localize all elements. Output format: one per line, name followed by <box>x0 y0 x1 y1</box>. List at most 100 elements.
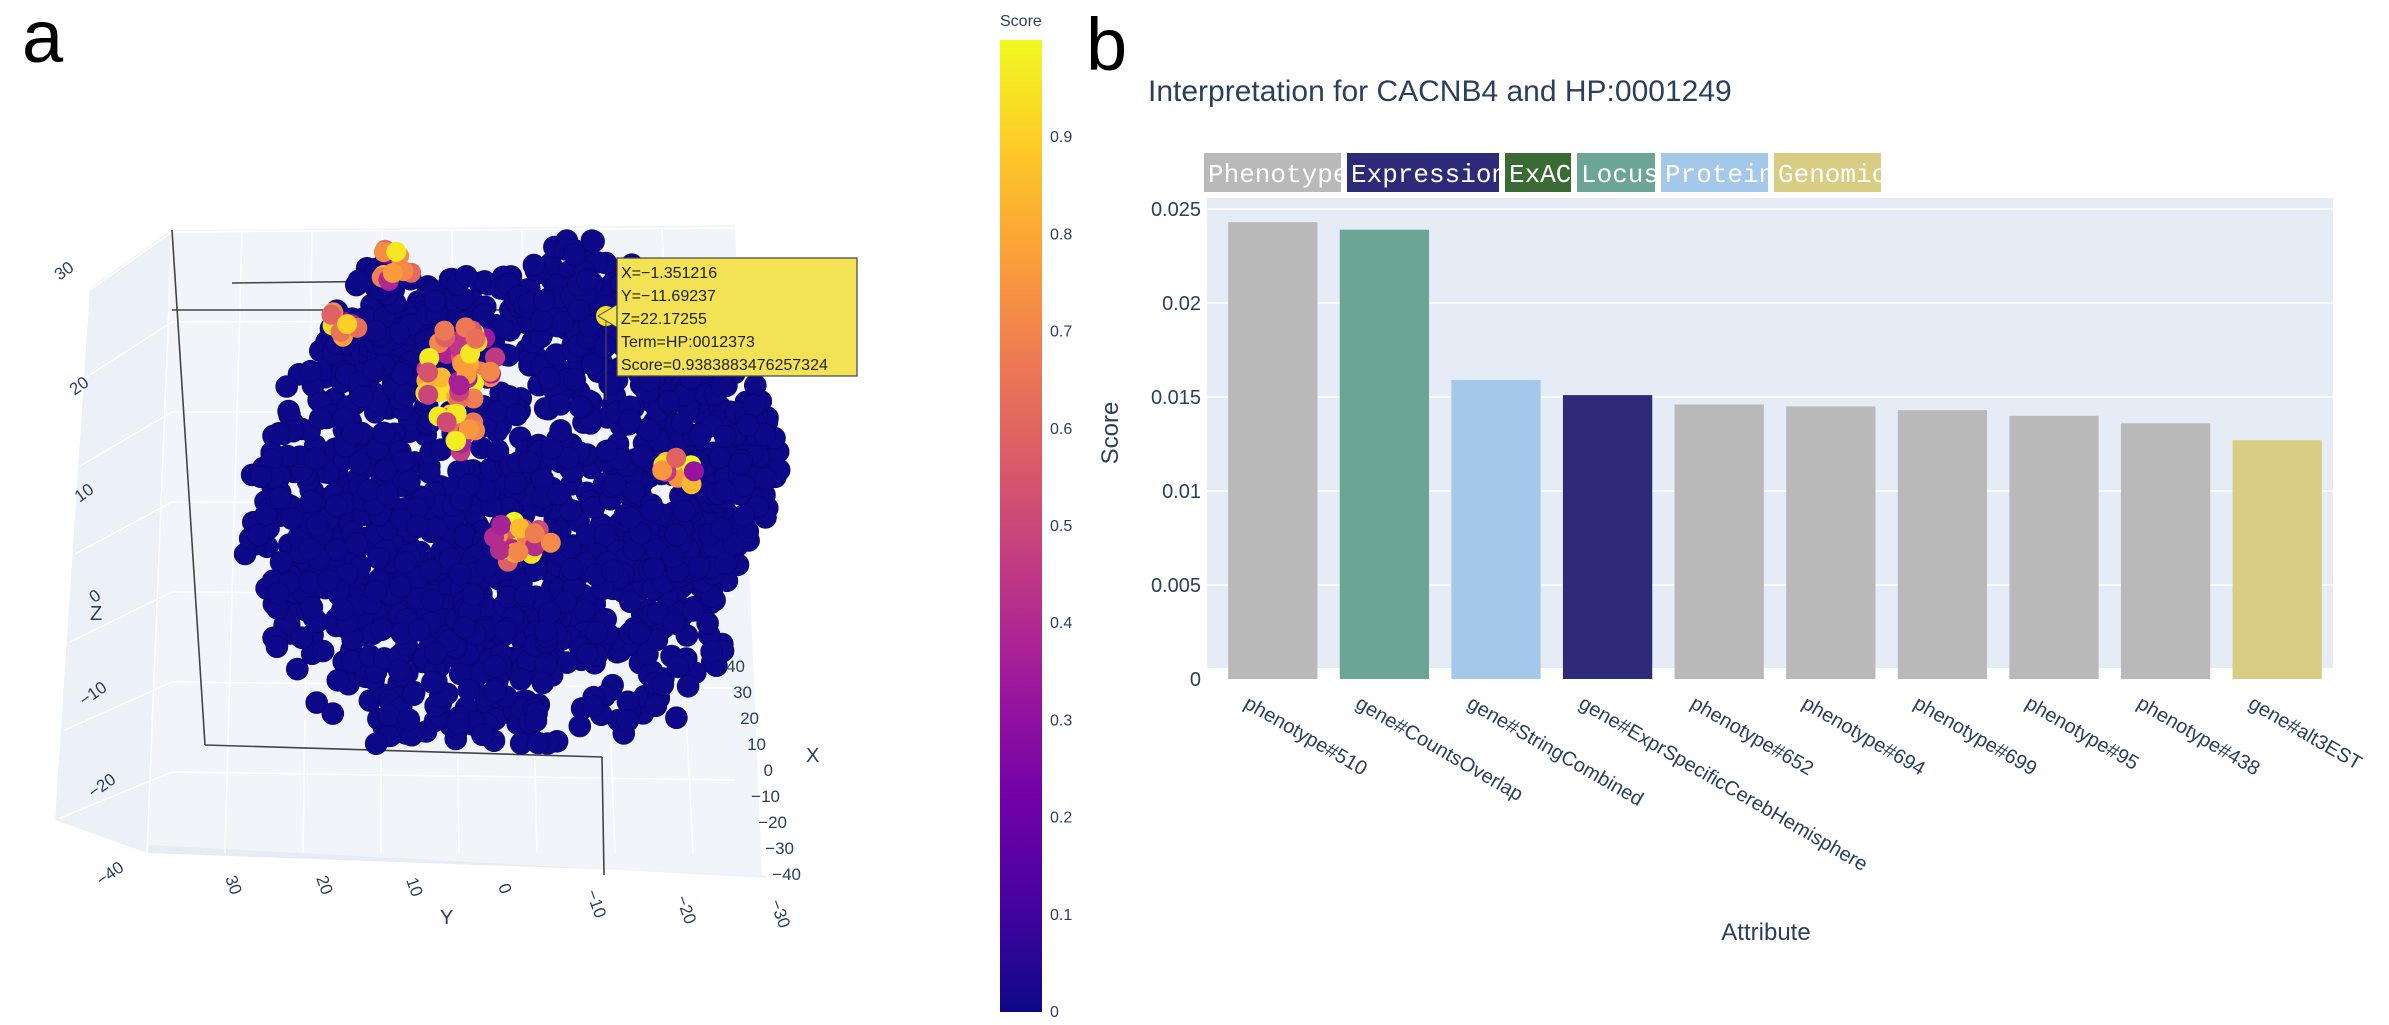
scatter-point[interactable] <box>311 639 335 663</box>
scatter-point[interactable] <box>576 268 599 292</box>
scatter-point[interactable] <box>331 598 354 621</box>
scatter-point[interactable] <box>372 421 396 445</box>
scatter-point[interactable] <box>568 714 592 738</box>
scatter-point[interactable] <box>578 314 601 338</box>
scatter-point[interactable] <box>665 706 688 730</box>
scatter-point[interactable] <box>666 655 690 679</box>
scatter-point[interactable] <box>471 723 494 747</box>
scatter-point[interactable] <box>275 375 299 398</box>
scatter-point[interactable] <box>714 552 738 575</box>
scatter-point[interactable] <box>361 358 385 382</box>
scatter-point[interactable] <box>547 482 570 506</box>
scatter-point[interactable] <box>513 584 537 607</box>
scatter-point[interactable] <box>742 394 766 417</box>
scatter-point-high-score[interactable] <box>490 540 510 560</box>
scatter-point[interactable] <box>471 303 495 327</box>
scatter-point[interactable] <box>595 439 619 463</box>
scatter-point[interactable] <box>696 611 719 635</box>
scatter-point[interactable] <box>493 619 517 643</box>
scatter-point[interactable] <box>673 499 696 523</box>
scatter-point-high-score[interactable] <box>491 515 512 535</box>
scatter-point[interactable] <box>345 531 368 555</box>
scatter-point[interactable] <box>461 583 485 607</box>
scatter-point[interactable] <box>710 517 734 541</box>
scatter-point[interactable] <box>603 472 627 496</box>
scatter-point-high-score[interactable] <box>480 361 501 382</box>
scatter-point[interactable] <box>534 619 557 643</box>
scatter-point[interactable] <box>732 504 755 527</box>
scatter-point[interactable] <box>601 559 624 583</box>
scatter-point[interactable] <box>662 611 686 635</box>
scatter-point[interactable] <box>483 654 507 678</box>
scatter-point[interactable] <box>317 568 341 592</box>
scatter-point[interactable] <box>254 503 278 526</box>
scatter-point[interactable] <box>640 499 664 522</box>
scatter-point[interactable] <box>448 562 472 586</box>
scatter-point[interactable] <box>367 546 390 570</box>
scatter-point[interactable] <box>563 243 587 266</box>
scatter-point[interactable] <box>324 494 348 518</box>
scatter-point[interactable] <box>375 482 399 506</box>
scatter-point[interactable] <box>651 673 675 696</box>
scatter-point[interactable] <box>266 581 290 605</box>
scatter-point-high-score[interactable] <box>436 412 457 433</box>
scatter-point[interactable] <box>644 694 668 718</box>
scatter-point[interactable] <box>598 372 622 396</box>
scatter-point-high-score[interactable] <box>540 532 561 553</box>
scatter-point[interactable] <box>347 269 371 293</box>
scatter-point[interactable] <box>300 595 324 619</box>
scatter-point[interactable] <box>504 471 527 495</box>
scatter-point[interactable] <box>299 359 322 383</box>
scatter-point-high-score[interactable] <box>418 384 439 405</box>
scatter-point-high-score[interactable] <box>652 460 673 481</box>
scatter-point[interactable] <box>483 679 507 703</box>
scatter-point-high-score[interactable] <box>458 419 479 440</box>
scatter-point[interactable] <box>364 579 388 603</box>
scatter-point[interactable] <box>408 618 431 642</box>
scatter-point-high-score[interactable] <box>508 541 529 562</box>
scatter-point[interactable] <box>554 590 578 614</box>
scatter-point[interactable] <box>305 513 329 537</box>
scatter-point[interactable] <box>423 289 447 313</box>
scatter-point[interactable] <box>676 674 700 698</box>
scatter-point[interactable] <box>398 469 421 493</box>
scatter-point[interactable] <box>419 558 442 582</box>
scatter-point[interactable] <box>453 616 477 639</box>
scatter-point-high-score[interactable] <box>321 304 342 325</box>
scatter-point[interactable] <box>305 691 329 714</box>
scatter-point[interactable] <box>616 709 640 732</box>
scatter-point[interactable] <box>247 523 270 547</box>
scatter-point[interactable] <box>622 480 646 504</box>
panel-a-3d-scatter[interactable]: 30 20 10 0 −10 −20 −40 30 20 10 0 −10 −20 −30 40 30 20… <box>51 225 858 930</box>
scatter-point[interactable] <box>582 230 605 253</box>
scatter-point-high-score[interactable] <box>337 314 358 335</box>
scatter-point-high-score[interactable] <box>446 431 466 451</box>
scatter-point[interactable] <box>754 467 778 490</box>
scatter-point[interactable] <box>285 657 309 681</box>
scatter-point[interactable] <box>576 642 599 666</box>
scatter-point[interactable] <box>304 447 327 470</box>
scatter-point[interactable] <box>449 488 473 512</box>
scatter-point[interactable] <box>661 545 685 569</box>
scatter-point[interactable] <box>265 635 289 659</box>
scatter-point[interactable] <box>397 708 421 731</box>
scatter-point-high-score[interactable] <box>418 362 438 383</box>
scatter-point[interactable] <box>708 446 731 469</box>
scatter-point[interactable] <box>593 523 617 547</box>
scatter-point[interactable] <box>455 264 478 288</box>
scatter-point[interactable] <box>522 253 546 277</box>
scatter-point[interactable] <box>642 557 666 580</box>
scatter-point[interactable] <box>563 368 587 392</box>
scatter-point[interactable] <box>559 498 582 522</box>
scatter-point[interactable] <box>581 694 605 718</box>
scatter-point-high-score[interactable] <box>449 375 470 396</box>
scatter-point[interactable] <box>585 621 609 644</box>
scatter-point[interactable] <box>348 451 371 475</box>
scatter-point[interactable] <box>393 551 417 574</box>
scatter-point[interactable] <box>665 523 688 547</box>
scatter-point[interactable] <box>627 621 651 645</box>
scatter-point[interactable] <box>326 668 350 692</box>
scatter-point[interactable] <box>421 671 444 694</box>
scatter-point-high-score[interactable] <box>666 447 687 468</box>
scatter-point[interactable] <box>524 709 548 732</box>
